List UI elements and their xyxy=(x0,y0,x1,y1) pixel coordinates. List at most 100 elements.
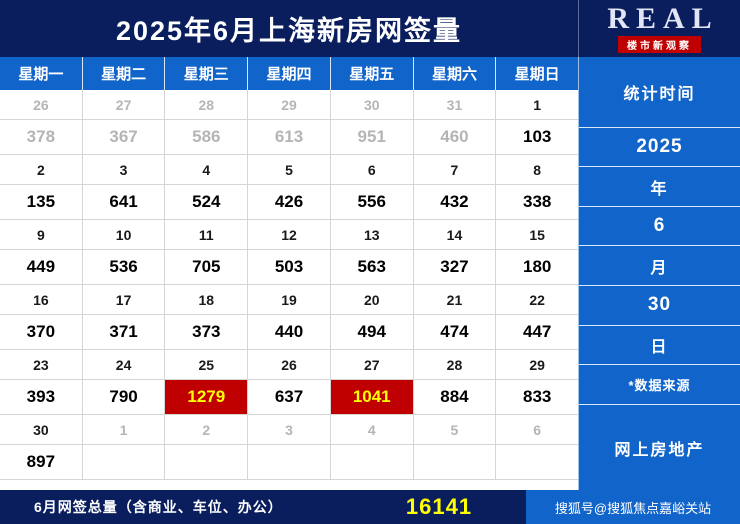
sidebar-data-source-value: 网上房地产 xyxy=(614,441,705,459)
date-cell: 3 xyxy=(248,415,331,445)
date-cell: 26 xyxy=(248,350,331,380)
value-cell xyxy=(248,445,331,480)
value-cell: 474 xyxy=(413,315,497,350)
date-cell: 29 xyxy=(248,90,331,120)
date-cell: 26 xyxy=(0,90,83,120)
value-row: 449 536 705 503 563 327 180 xyxy=(0,250,579,285)
value-cell: 833 xyxy=(496,380,579,415)
value-cell-highlighted: 1279 xyxy=(165,380,249,415)
date-cell: 1 xyxy=(82,415,166,445)
date-cell: 23 xyxy=(0,350,83,380)
value-cell: 563 xyxy=(330,250,414,285)
value-cell: 426 xyxy=(248,185,331,220)
value-cell-highlighted: 1041 xyxy=(330,380,414,415)
value-row: 378 367 586 613 951 460 103 xyxy=(0,120,579,155)
weekday-header-cell: 星期二 xyxy=(83,57,166,90)
value-cell: 370 xyxy=(0,315,83,350)
date-cell: 29 xyxy=(496,350,579,380)
date-cell: 11 xyxy=(165,220,249,250)
sidebar-year-unit-label: 年 xyxy=(579,167,740,207)
value-cell: 586 xyxy=(165,120,249,155)
value-cell: 536 xyxy=(82,250,166,285)
date-cell: 5 xyxy=(248,155,331,185)
value-cell: 884 xyxy=(413,380,497,415)
date-cell: 20 xyxy=(330,285,414,315)
date-cell: 30 xyxy=(0,415,83,445)
stats-sidebar: 统计时间 2025 年 6 月 30 日 *数据来源 网上房地产 xyxy=(578,57,740,490)
value-cell: 393 xyxy=(0,380,83,415)
date-cell: 4 xyxy=(165,155,249,185)
value-cell: 503 xyxy=(248,250,331,285)
real-logo: REAL 楼市新观察 xyxy=(578,0,740,57)
value-cell: 897 xyxy=(0,445,83,480)
footer-credit: 搜狐号@搜狐焦点嘉峪关站 xyxy=(526,490,740,524)
value-cell: 135 xyxy=(0,185,83,220)
date-cell: 27 xyxy=(330,350,414,380)
weekday-header-row: 星期一 星期二 星期三 星期四 星期五 星期六 星期日 xyxy=(0,57,578,90)
date-cell: 21 xyxy=(413,285,497,315)
real-logo-text: REAL xyxy=(607,2,719,35)
date-cell: 7 xyxy=(413,155,497,185)
date-cell: 22 xyxy=(496,285,579,315)
value-cell: 378 xyxy=(0,120,83,155)
signing-table: 星期一 星期二 星期三 星期四 星期五 星期六 星期日 26 27 28 29 30 31 1 378 367… xyxy=(0,57,579,490)
sidebar-day-value: 30 xyxy=(579,286,740,326)
sidebar-data-source-label: *数据来源 xyxy=(579,365,740,406)
page-title: 2025年6月上海新房网签量 xyxy=(115,16,463,46)
date-cell: 24 xyxy=(82,350,166,380)
title-bar: 2025年6月上海新房网签量 xyxy=(0,0,578,57)
sidebar-month-value: 6 xyxy=(579,207,740,247)
date-cell: 3 xyxy=(82,155,166,185)
value-cell: 494 xyxy=(330,315,414,350)
value-row: 393 790 1279 637 1041 884 833 xyxy=(0,380,579,415)
value-cell: 460 xyxy=(413,120,497,155)
value-cell: 449 xyxy=(0,250,83,285)
sidebar-day-unit-label: 日 xyxy=(579,326,740,366)
weekday-header-cell: 星期六 xyxy=(414,57,497,90)
value-cell: 327 xyxy=(413,250,497,285)
value-cell: 524 xyxy=(165,185,249,220)
date-cell: 6 xyxy=(496,415,579,445)
date-cell: 30 xyxy=(330,90,414,120)
value-row: 135 641 524 426 556 432 338 xyxy=(0,185,579,220)
value-cell: 103 xyxy=(496,120,579,155)
sidebar-month-unit-label: 月 xyxy=(579,246,740,287)
value-cell: 790 xyxy=(82,380,166,415)
date-cell: 31 xyxy=(413,90,497,120)
footer-bar: 6月网签总量（含商业、车位、办公） 16141 搜狐号@搜狐焦点嘉峪关站 xyxy=(0,490,740,524)
value-cell: 440 xyxy=(248,315,331,350)
weekday-header-cell: 星期五 xyxy=(331,57,414,90)
value-cell: 556 xyxy=(330,185,414,220)
value-cell xyxy=(413,445,497,480)
date-cell: 28 xyxy=(413,350,497,380)
date-cell: 15 xyxy=(496,220,579,250)
sidebar-stat-time-label: 统计时间 xyxy=(579,57,740,128)
top-header: 2025年6月上海新房网签量 REAL 楼市新观察 xyxy=(0,0,740,57)
value-row: 897 xyxy=(0,445,579,480)
date-cell: 8 xyxy=(496,155,579,185)
date-cell: 14 xyxy=(413,220,497,250)
date-row: 26 27 28 29 30 31 1 xyxy=(0,90,579,120)
date-cell: 16 xyxy=(0,285,83,315)
date-cell: 5 xyxy=(413,415,497,445)
weekday-header-cell: 星期日 xyxy=(514,66,560,83)
value-cell: 641 xyxy=(82,185,166,220)
date-row: 23 24 25 26 27 28 29 xyxy=(0,350,579,380)
value-cell: 338 xyxy=(496,185,579,220)
value-cell: 613 xyxy=(248,120,331,155)
value-cell: 951 xyxy=(330,120,414,155)
value-cell: 447 xyxy=(496,315,579,350)
date-cell: 1 xyxy=(496,90,579,120)
date-cell: 28 xyxy=(165,90,249,120)
date-row: 9 10 11 12 13 14 15 xyxy=(0,220,579,250)
date-cell: 13 xyxy=(330,220,414,250)
weekday-header-cell: 星期一 xyxy=(0,57,83,90)
main-area: 星期一 星期二 星期三 星期四 星期五 星期六 星期日 26 27 28 29 30 31 1 378 367… xyxy=(0,57,740,490)
date-row: 16 17 18 19 20 21 22 xyxy=(0,285,579,315)
footer-total-value: 16141 xyxy=(405,494,473,519)
value-cell: 432 xyxy=(413,185,497,220)
date-cell: 18 xyxy=(165,285,249,315)
value-cell: 705 xyxy=(165,250,249,285)
date-cell: 6 xyxy=(330,155,414,185)
